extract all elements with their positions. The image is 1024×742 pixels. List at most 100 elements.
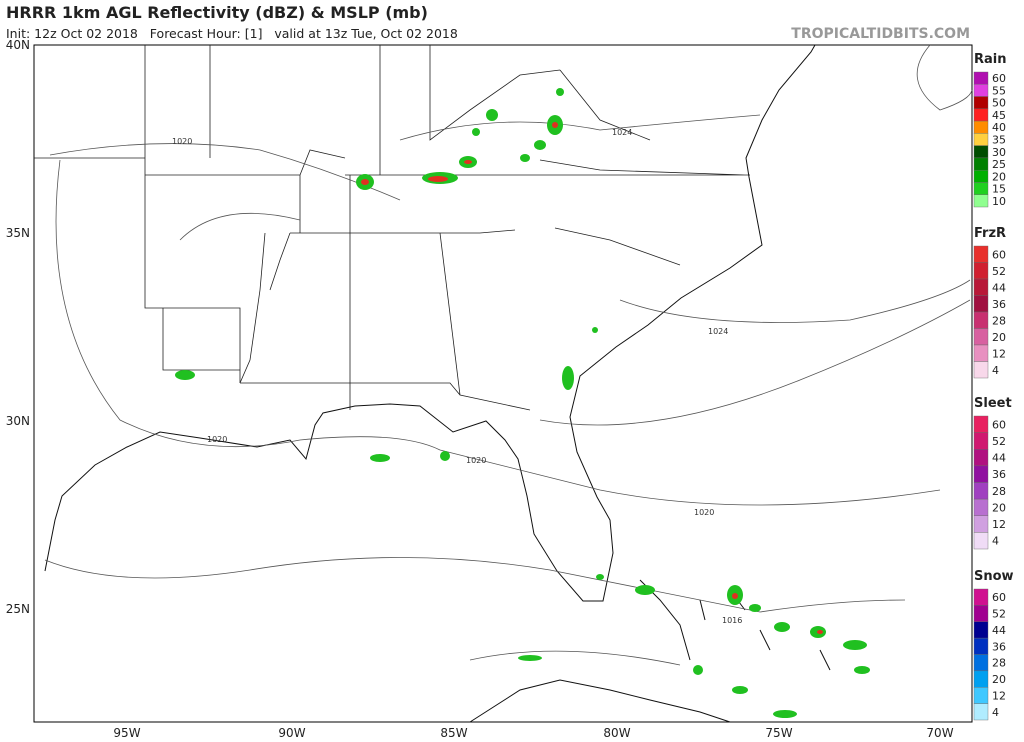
subtitle: Init: 12z Oct 02 2018 Forecast Hour: [1]… — [6, 26, 458, 41]
legend-swatch — [973, 654, 989, 672]
legend-swatch — [973, 157, 989, 171]
title: HRRR 1km AGL Reflectivity (dBZ) & MSLP (… — [6, 3, 428, 22]
legend-swatch — [973, 449, 989, 467]
legend-swatch — [973, 194, 989, 208]
map: 1020 1024 1024 1020 1020 1020 1016 — [33, 44, 973, 723]
legends: Rain6055504540353025201510FrzR6052443628… — [973, 52, 1014, 721]
legend-swatch — [973, 637, 989, 655]
legend-label: 20 — [992, 170, 1006, 183]
legend-label: 60 — [992, 248, 1006, 261]
legend-swatch — [973, 432, 989, 450]
legend-label: 30 — [992, 146, 1006, 159]
legend-swatch — [973, 182, 989, 195]
legend-swatch — [973, 703, 989, 721]
lat-label: 30N — [6, 414, 30, 428]
legend-label: 52 — [992, 608, 1006, 621]
legend-swatch — [973, 262, 989, 280]
legend-swatch — [973, 515, 989, 533]
legend-swatch — [973, 71, 989, 85]
legend-swatch — [973, 344, 989, 362]
legend-label: 52 — [992, 435, 1006, 448]
lat-label: 35N — [6, 226, 30, 240]
legend-label: 12 — [992, 347, 1006, 360]
lon-label: 75W — [765, 726, 792, 740]
lon-label: 95W — [113, 726, 140, 740]
lat-labels: 40N 35N 30N 25N — [6, 38, 30, 616]
legend-label: 44 — [992, 281, 1006, 294]
legend-swatch — [973, 133, 989, 146]
legend-label: 50 — [992, 97, 1006, 110]
legend-label: 60 — [992, 591, 1006, 604]
legend-swatch — [973, 84, 989, 97]
legend-label: 10 — [992, 195, 1006, 208]
legend-label: 28 — [992, 485, 1006, 498]
legend-swatch — [973, 605, 989, 622]
isobar-label: 1024 — [612, 128, 632, 137]
isobar-label: 1020 — [466, 456, 486, 465]
legend-swatch — [973, 328, 989, 346]
isobar-label: 1016 — [722, 616, 742, 625]
legend-swatch — [973, 145, 989, 159]
legend-swatch — [973, 108, 989, 122]
source: TROPICALTIDBITS.COM — [791, 26, 970, 42]
legend-label: 20 — [992, 501, 1006, 514]
legend-label: 44 — [992, 452, 1006, 465]
legend-label: 4 — [992, 364, 999, 377]
lon-label: 90W — [278, 726, 305, 740]
legend-label: 35 — [992, 134, 1006, 147]
isobars — [44, 44, 973, 666]
legend-label: 52 — [992, 265, 1006, 278]
legend-label: 28 — [992, 657, 1006, 670]
legend-swatch — [973, 465, 989, 483]
legend-swatch — [973, 361, 989, 379]
legend-swatch — [973, 670, 989, 688]
isobar-label: 1020 — [207, 435, 227, 444]
legend-label: 25 — [992, 158, 1006, 171]
lat-label: 40N — [6, 38, 30, 52]
legend-swatch — [973, 532, 989, 550]
legend-swatch — [973, 621, 989, 639]
isobar-label: 1020 — [694, 508, 714, 517]
lat-label: 25N — [6, 602, 30, 616]
legend-swatch — [973, 120, 989, 134]
legend-label: 20 — [992, 673, 1006, 686]
legend-label: 12 — [992, 689, 1006, 702]
cuba — [469, 679, 731, 723]
legend-label: 40 — [992, 121, 1006, 134]
borders — [34, 45, 750, 411]
legend-label: 36 — [992, 640, 1006, 653]
legend-title: Rain — [974, 52, 1007, 67]
legend-swatch — [973, 482, 989, 500]
map-frame — [33, 44, 973, 723]
legend-swatch — [973, 295, 989, 313]
legend-label: 45 — [992, 109, 1006, 122]
radar-echoes — [175, 88, 870, 718]
legend-title: FrzR — [974, 226, 1006, 241]
legend-swatch — [973, 245, 989, 263]
legend-swatch — [973, 687, 989, 704]
lon-label: 80W — [603, 726, 630, 740]
legend-label: 4 — [992, 706, 999, 719]
legend-swatch — [973, 415, 989, 433]
legend-swatch — [973, 588, 989, 606]
legend-label: 60 — [992, 418, 1006, 431]
legend-label: 15 — [992, 183, 1006, 196]
isobar-label: 1024 — [708, 327, 728, 336]
legend-label: 20 — [992, 331, 1006, 344]
legend-label: 36 — [992, 468, 1006, 481]
legend-label: 44 — [992, 624, 1006, 637]
legend-swatch — [973, 169, 989, 183]
legend-label: 60 — [992, 72, 1006, 85]
legend-label: 36 — [992, 298, 1006, 311]
legend-label: 28 — [992, 314, 1006, 327]
legend-swatch — [973, 311, 989, 329]
lon-labels: 95W 90W 85W 80W 75W 70W — [113, 726, 953, 740]
legend-swatch — [973, 96, 989, 110]
legend-title: Sleet — [974, 396, 1012, 411]
legend-title: Snow — [974, 569, 1014, 584]
legend-swatch — [973, 498, 989, 516]
legend-label: 12 — [992, 518, 1006, 531]
legend-label: 55 — [992, 84, 1006, 97]
coastline — [44, 44, 816, 602]
